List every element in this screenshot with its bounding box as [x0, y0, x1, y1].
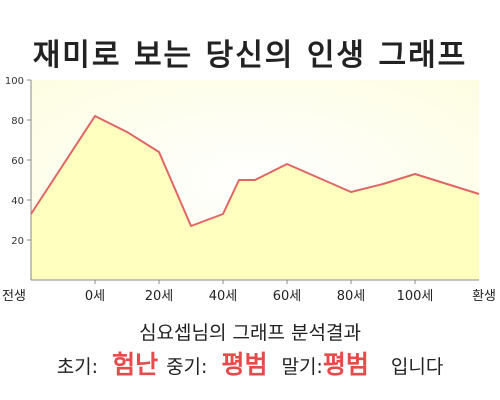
late-value: 평범	[322, 350, 369, 379]
life-line	[30, 115, 480, 227]
chart-title: 재미로 보는 당신의 인생 그래프	[32, 38, 468, 73]
x-tick-label: 40세	[209, 289, 238, 304]
y-tick-label: 100	[5, 76, 24, 87]
analysis-subtitle: 심요셉님의 그래프 분석결과	[139, 322, 361, 344]
life-area	[31, 116, 479, 280]
x-tick-label: 환생	[472, 289, 496, 304]
x-tick-label: 전생	[2, 289, 26, 304]
x-tick-label: 0세	[85, 289, 105, 304]
analysis-result: 초기: 험난 중기: 평범 말기:평범 입니다	[0, 345, 500, 381]
early-label: 초기:	[56, 356, 99, 378]
x-tick-label: 20세	[145, 289, 174, 304]
y-tick-label: 20	[11, 236, 24, 247]
y-tick-label: 60	[11, 156, 24, 167]
y-tick-label: 40	[11, 196, 24, 207]
y-tick-label: 80	[11, 116, 24, 127]
x-tick-label: 100세	[397, 289, 434, 304]
mid-label: 중기:	[166, 356, 208, 378]
result-suffix: 입니다	[390, 356, 444, 378]
mid-value: 평범	[221, 350, 268, 379]
early-value: 험난	[112, 350, 159, 379]
x-tick-label: 80세	[337, 289, 366, 304]
x-tick-label: 60세	[273, 289, 302, 304]
late-label: 말기:	[281, 356, 323, 378]
